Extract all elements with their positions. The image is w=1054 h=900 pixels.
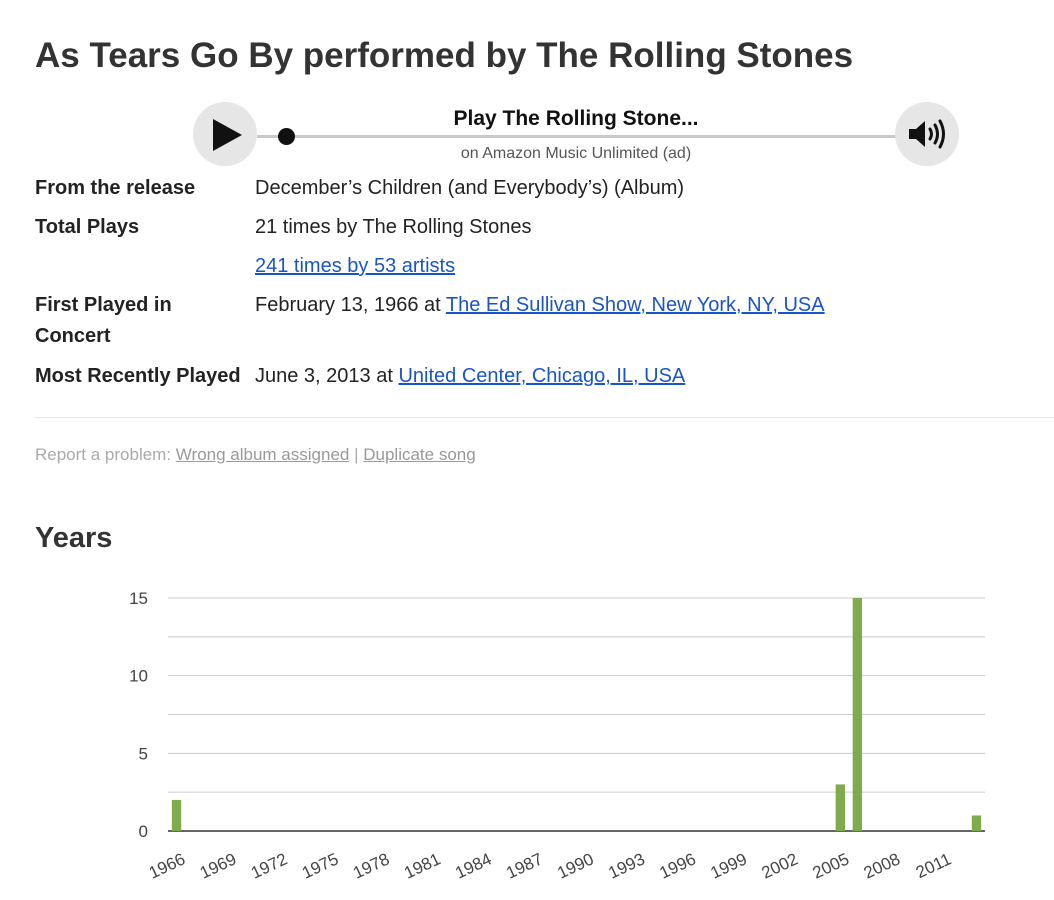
release-row: From the release [35,173,195,204]
first-played-row-2: Concert [35,321,111,352]
years-chart: 0 5 10 15 1966 1969 1972 1975 1978 1981 1984 1987 19… [129,589,985,883]
first-played-venue-link[interactable]: The Ed Sullivan Show, New York, NY, USA [445,294,825,316]
page-title: As Tears Go By performed by The Rolling … [35,36,854,75]
recent-played-date: June 3, 2013 at [255,365,399,387]
first-played-date: February 13, 1966 at [255,294,446,316]
x-tick-label: 1990 [554,849,596,882]
release-value-row: December’s Children (and Everybody’s) (A… [255,173,684,204]
bar [852,598,863,831]
wrong-album-link[interactable]: Wrong album assigned [175,445,350,464]
speaker-volume-icon [909,119,945,149]
report-separator: | [349,445,364,464]
x-tick-label: 1972 [248,849,290,882]
recent-played-row: Most Recently Played [35,361,241,392]
first-played-row: First Played in [35,290,172,321]
plays-all-link[interactable]: 241 times by 53 artists [255,255,456,277]
years-heading: Years [35,522,113,554]
x-tick-label: 1969 [197,849,239,882]
plays-label: Total Plays [35,216,140,238]
x-tick-label: 1975 [299,849,341,882]
x-tick-label: 2002 [759,849,801,882]
player-subtitle: on Amazon Music Unlimited (ad) [429,144,723,164]
bar [971,815,982,831]
y-tick-label: 5 [139,744,148,763]
duplicate-song-link[interactable]: Duplicate song [363,445,476,464]
bar [835,784,846,831]
x-tick-label: 1981 [401,849,443,882]
x-tick-label: 1984 [452,849,494,882]
x-tick-label: 1978 [350,849,392,882]
x-tick-label: 1987 [503,849,545,882]
audio-player: Play The Rolling Stone... on Amazon Musi… [193,102,959,168]
divider [35,417,1054,418]
recent-played-venue-link[interactable]: United Center, Chicago, IL, USA [398,365,686,387]
x-tick-label: 1999 [708,849,750,882]
x-tick-label: 2011 [913,849,954,882]
plays-band-row: 21 times by The Rolling Stones [255,212,531,243]
progress-track[interactable] [257,135,897,138]
x-tick-label: 1996 [657,849,699,882]
player-title[interactable]: Play The Rolling Stone... [423,104,729,134]
volume-button[interactable] [895,102,959,166]
progress-knob[interactable] [278,128,295,145]
x-tick-label: 1966 [146,849,188,882]
plays-all-row: 241 times by 53 artists [255,251,455,282]
recent-played-value-row: June 3, 2013 at United Center, Chicago, … [255,361,685,392]
plays-band-value: 21 times by The Rolling Stones [255,216,532,238]
plays-row: Total Plays [35,212,139,243]
y-tick-label: 10 [129,667,148,686]
x-tick-label: 2008 [861,849,903,882]
first-played-label-line2: Concert [35,325,111,347]
first-played-value-row: February 13, 1966 at The Ed Sullivan Sho… [255,290,825,321]
y-tick-label: 15 [129,589,148,608]
play-button[interactable] [193,102,257,166]
report-problem: Report a problem: Wrong album assigned |… [35,443,476,467]
release-value: December’s Children (and Everybody’s) (A… [255,177,685,199]
first-played-label-line1: First Played in [35,294,172,316]
y-tick-label: 0 [139,822,148,841]
report-prefix: Report a problem: [35,445,176,464]
recent-played-label: Most Recently Played [35,365,241,387]
release-label: From the release [35,177,196,199]
x-tick-label: 1993 [605,849,647,882]
x-tick-label: 2005 [810,849,852,882]
bar [171,799,182,831]
play-icon [213,119,242,151]
